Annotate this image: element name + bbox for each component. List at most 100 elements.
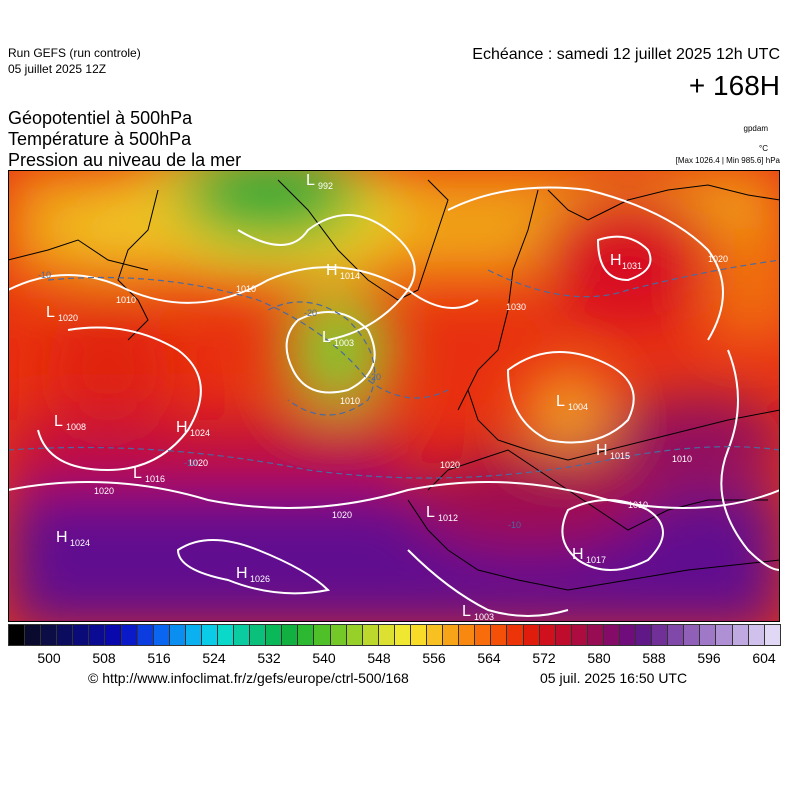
- colorbar-swatch: [265, 624, 283, 646]
- colorbar-swatch: [554, 624, 572, 646]
- colorbar-swatch: [136, 624, 154, 646]
- pressure-center-low: L 1012: [426, 504, 458, 523]
- isotherm-label: -10: [184, 458, 197, 468]
- run-date: 05 juillet 2025 12Z: [8, 62, 107, 76]
- colorbar-swatch: [168, 624, 186, 646]
- colorbar-swatch: [88, 624, 106, 646]
- colorbar-swatch: [570, 624, 588, 646]
- weather-map: 1010 1010 1030 1020 1020 1020 1020 1010 …: [8, 170, 780, 622]
- pressure-center-high: H 1017: [572, 546, 606, 565]
- colorbar-swatch: [458, 624, 476, 646]
- colorbar-swatch: [586, 624, 604, 646]
- colorbar-tick-label: 548: [367, 650, 391, 666]
- svg-text:1003: 1003: [334, 338, 354, 348]
- colorbar-swatch: [152, 624, 170, 646]
- svg-text:H: H: [572, 546, 584, 563]
- colorbar-swatch: [8, 624, 26, 646]
- svg-text:1012: 1012: [438, 513, 458, 523]
- svg-text:L: L: [133, 465, 142, 482]
- colorbar-swatch: [699, 624, 717, 646]
- svg-text:1020: 1020: [58, 313, 78, 323]
- colorbar-swatch: [731, 624, 749, 646]
- colorbar-tick-label: 588: [642, 650, 666, 666]
- colorbar-swatch: [618, 624, 637, 646]
- geopotential-field: [8, 170, 780, 622]
- colorbar-tick-label: 580: [587, 650, 611, 666]
- isotherm-label: -20: [368, 372, 381, 382]
- isotherm-label: -10: [38, 270, 51, 280]
- colorbar-swatch: [217, 624, 235, 646]
- svg-text:L: L: [462, 603, 471, 620]
- isobar-label: 1020: [188, 458, 208, 468]
- isobar-label: 1020: [94, 486, 114, 496]
- colorbar-swatch: [56, 624, 74, 646]
- pressure-center-low: L 1003: [322, 329, 354, 348]
- colorbar-tick-label: 540: [312, 650, 336, 666]
- colorbar-tick-label: 524: [202, 650, 226, 666]
- valid-time: Echéance : samedi 12 juillet 2025 12h UT…: [472, 46, 780, 63]
- colorbar-swatch: [635, 624, 653, 646]
- unit-temperature: °C: [759, 144, 768, 153]
- svg-text:1031: 1031: [622, 261, 642, 271]
- colorbar-tick-label: 532: [257, 650, 281, 666]
- colorbar-swatch: [442, 624, 460, 646]
- colorbar-swatch: [747, 624, 765, 646]
- pressure-center-high: H 1026: [236, 565, 270, 584]
- coastlines: [8, 179, 780, 591]
- isobar-label: 1010: [236, 284, 256, 294]
- colorbar-swatch: [345, 624, 363, 646]
- isobar-label: 1030: [506, 302, 526, 312]
- isobars: [8, 186, 780, 617]
- svg-text:H: H: [326, 262, 338, 279]
- copyright-url: © http://www.infoclimat.fr/z/gefs/europe…: [88, 670, 409, 686]
- pressure-center-high: H 1014: [326, 262, 360, 281]
- isobar-labels: 1010 1010 1030 1020 1020 1020 1020 1010 …: [94, 254, 728, 520]
- colorbar-swatch: [474, 624, 492, 646]
- svg-text:L: L: [556, 393, 565, 410]
- colorbar-swatch: [184, 624, 202, 646]
- pressure-center-low: L 1004: [556, 393, 588, 412]
- colorbar-swatch: [522, 624, 540, 646]
- svg-text:H: H: [596, 442, 608, 459]
- lead-time: + 168H: [688, 70, 780, 101]
- isotherm-label: -10: [508, 520, 521, 530]
- svg-text:L: L: [306, 172, 315, 189]
- svg-text:1015: 1015: [610, 451, 630, 461]
- svg-text:1017: 1017: [586, 555, 606, 565]
- svg-text:1014: 1014: [340, 271, 360, 281]
- colorbar-swatch: [249, 624, 267, 646]
- pressure-center-low: L 1008: [54, 413, 86, 432]
- colorbar-swatch: [297, 624, 315, 646]
- colorbar-tick-label: 556: [422, 650, 446, 666]
- svg-text:1016: 1016: [145, 474, 165, 484]
- colorbar-swatch: [409, 624, 428, 646]
- colorbar-swatch: [377, 624, 395, 646]
- svg-text:L: L: [46, 304, 55, 321]
- colorbar-tick-label: 508: [92, 650, 116, 666]
- colorbar-swatch: [281, 624, 299, 646]
- colorbar-swatch: [313, 624, 331, 646]
- colorbar-swatch: [200, 624, 219, 646]
- svg-text:1024: 1024: [190, 428, 210, 438]
- pressure-center-low: L 1003: [462, 603, 494, 622]
- colorbar-swatch: [120, 624, 138, 646]
- colorbar-swatch: [426, 624, 444, 646]
- pressure-center-high: H 1024: [176, 419, 210, 438]
- pressure-center-low: L 1016: [133, 465, 165, 484]
- colorbar-swatch: [683, 624, 701, 646]
- colorbar-tick-label: 572: [532, 650, 556, 666]
- isotherm-label: -20: [304, 308, 317, 318]
- isotherm-labels: -20 -20 -10 -10 -10: [38, 270, 521, 530]
- isobar-label: 1020: [440, 460, 460, 470]
- run-title: Run GEFS (run controle): [8, 46, 141, 60]
- colorbar-swatch: [602, 624, 620, 646]
- colorbar-swatch: [651, 624, 669, 646]
- colorbar-swatch: [715, 624, 733, 646]
- pressure-center-high: H 1015: [596, 442, 630, 461]
- map-border: [8, 170, 780, 622]
- pressure-center-low: L 1020: [46, 304, 78, 323]
- pressure-center-low: L 992: [306, 172, 333, 191]
- isobar-label: 1010: [116, 295, 136, 305]
- isobar-label: 1010: [672, 454, 692, 464]
- colorbar-tick-label: 564: [477, 650, 501, 666]
